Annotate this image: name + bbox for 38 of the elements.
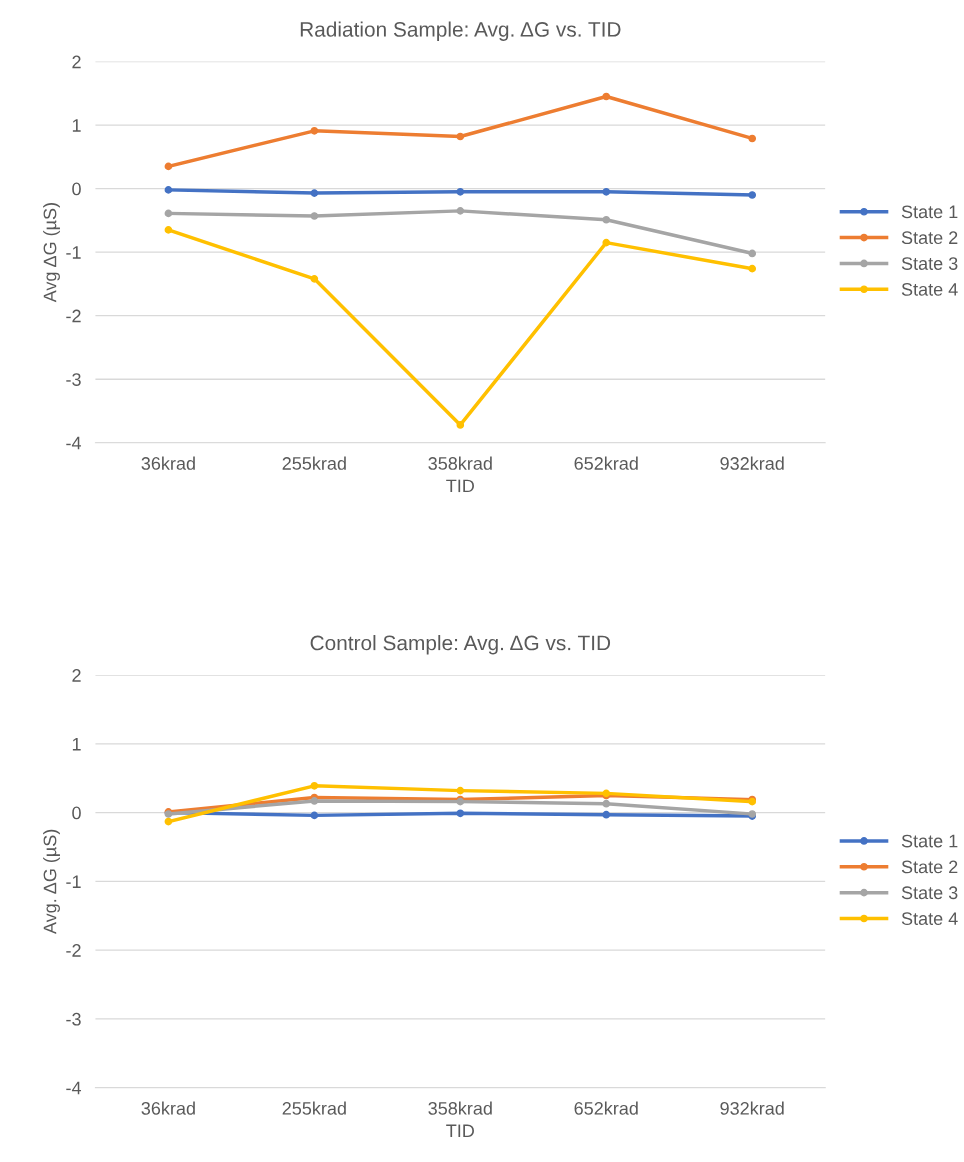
chart-title: Radiation Sample: Avg. ΔG vs. TID bbox=[300, 21, 621, 41]
y-tick-label: -2 bbox=[66, 944, 81, 957]
x-tick-label: 36krad bbox=[141, 456, 195, 470]
y-tick-label: -3 bbox=[66, 373, 81, 386]
x-tick-label: 652krad bbox=[574, 1101, 638, 1115]
y-axis-title: Avg ΔG (µS) bbox=[43, 203, 60, 303]
x-tick-label: 932krad bbox=[720, 456, 784, 470]
y-tick-label: 0 bbox=[72, 806, 81, 820]
legend-label: State 2 bbox=[901, 860, 958, 874]
legend-label: State 1 bbox=[901, 205, 958, 219]
x-axis-title: TID bbox=[446, 1124, 474, 1137]
y-tick-label: -1 bbox=[66, 875, 81, 888]
y-tick-label: 2 bbox=[72, 669, 81, 682]
y-tick-label: -1 bbox=[66, 246, 81, 259]
y-axis-title: Avg. ΔG (µS) bbox=[43, 829, 60, 935]
legend-label: State 3 bbox=[901, 257, 958, 270]
y-tick-label: -4 bbox=[66, 1081, 82, 1095]
x-tick-label: 36krad bbox=[141, 1101, 195, 1115]
x-tick-label: 358krad bbox=[428, 1101, 492, 1115]
y-tick-label: 0 bbox=[72, 182, 81, 196]
y-tick-label: -4 bbox=[66, 436, 82, 450]
legend-label: State 1 bbox=[901, 834, 958, 848]
x-axis-title: TID bbox=[446, 479, 474, 493]
x-tick-label: 932krad bbox=[720, 1101, 784, 1115]
x-tick-label: 255krad bbox=[282, 1101, 346, 1115]
x-tick-label: 652krad bbox=[574, 456, 638, 470]
legend-label: State 2 bbox=[901, 231, 958, 245]
legend-label: State 4 bbox=[901, 283, 958, 296]
y-tick-label: -2 bbox=[66, 309, 81, 323]
y-tick-label: 1 bbox=[72, 119, 81, 132]
legend-label: State 4 bbox=[901, 912, 958, 926]
y-tick-label: 2 bbox=[72, 55, 81, 69]
y-tick-label: -3 bbox=[66, 1012, 81, 1026]
legend-label: State 3 bbox=[901, 886, 958, 900]
chart-title: Control Sample: Avg. ΔG vs. TID bbox=[310, 635, 611, 655]
x-tick-label: 358krad bbox=[428, 456, 492, 470]
y-tick-label: 1 bbox=[72, 737, 81, 751]
x-tick-label: 255krad bbox=[282, 456, 346, 470]
